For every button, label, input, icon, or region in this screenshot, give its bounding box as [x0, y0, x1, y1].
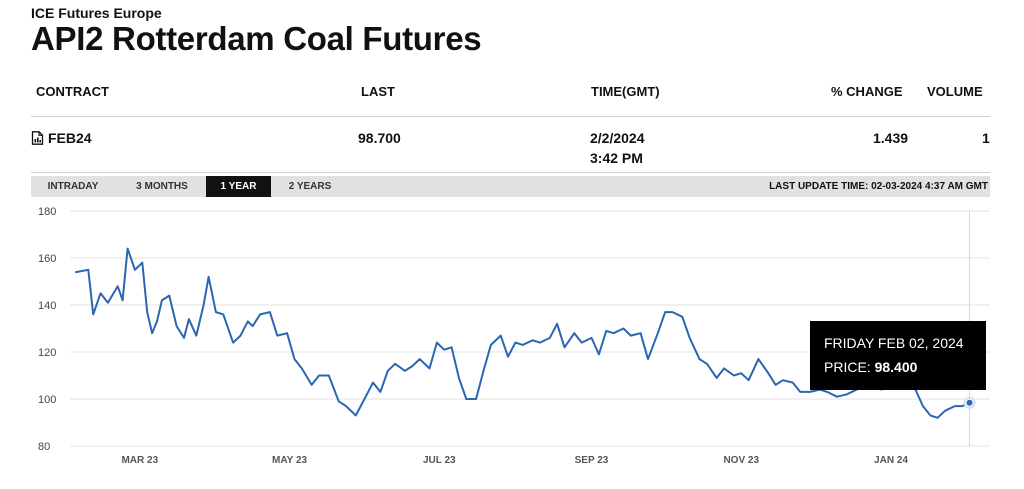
x-tick-label: MAR 23: [121, 455, 158, 466]
exchange-label: ICE Futures Europe: [31, 5, 162, 21]
tooltip-price-label: PRICE:: [824, 359, 871, 375]
percent-change: 1.439: [873, 130, 909, 146]
document-icon: [31, 131, 44, 145]
y-tick-label: 120: [38, 347, 56, 359]
header-divider: [31, 116, 990, 117]
page-title: API2 Rotterdam Coal Futures: [31, 20, 482, 57]
last-price: 98.700: [358, 130, 401, 146]
x-tick-label: JUL 23: [423, 455, 456, 466]
trade-time: 3:42 PM: [590, 150, 643, 166]
y-tick-label: 180: [38, 206, 56, 218]
x-tick-label: NOV 23: [723, 455, 759, 466]
column-header-contract: CONTRACT: [36, 84, 109, 99]
contract-name: FEB24: [48, 130, 92, 146]
price-series-line: [75, 247, 971, 419]
tab-3-months[interactable]: 3 MONTHS: [136, 181, 188, 192]
x-tick-label: MAY 23: [272, 455, 307, 466]
tooltip-price: PRICE: 98.400: [824, 359, 917, 375]
volume: 1: [982, 130, 990, 146]
y-tick-label: 80: [38, 441, 50, 453]
tooltip-date: FRIDAY FEB 02, 2024: [824, 335, 964, 351]
column-header-volume: VOLUME: [927, 84, 983, 99]
tab-1-year[interactable]: 1 YEAR: [206, 176, 271, 197]
price-chart[interactable]: 80 100 120 140 160 180 MAR 23 MAY 23 JUL 23 SEP 2…: [0, 198, 1024, 489]
trade-date: 2/2/2024: [590, 130, 645, 146]
y-tick-label: 100: [38, 394, 56, 406]
hover-point: [965, 398, 974, 407]
column-header-time: TIME(GMT): [591, 84, 660, 99]
last-update-time: LAST UPDATE TIME: 02-03-2024 4:37 AM GMT: [769, 181, 988, 192]
column-header-change: % CHANGE: [831, 84, 903, 99]
price-tooltip: FRIDAY FEB 02, 2024 PRICE: 98.400: [810, 321, 986, 390]
column-header-last: LAST: [361, 84, 395, 99]
x-tick-label: JAN 24: [874, 455, 908, 466]
contract-cell[interactable]: FEB24: [31, 130, 92, 146]
tooltip-price-value: 98.400: [874, 359, 918, 375]
tab-2-years[interactable]: 2 YEARS: [288, 181, 332, 192]
y-tick-label: 160: [38, 253, 56, 265]
tab-intraday[interactable]: INTRADAY: [47, 181, 99, 192]
row-divider: [31, 172, 990, 173]
x-tick-label: SEP 23: [575, 455, 609, 466]
y-tick-label: 140: [38, 300, 56, 312]
range-tab-bar: INTRADAY 3 MONTHS 1 YEAR 2 YEARS LAST UP…: [31, 176, 990, 197]
